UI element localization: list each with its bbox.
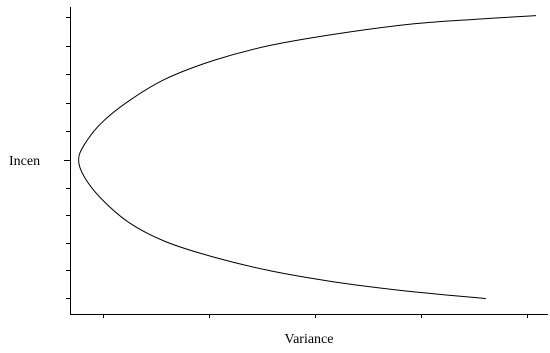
y-axis-label: Incen	[9, 154, 40, 169]
x-axis-label: Variance	[285, 332, 334, 347]
x-axis	[70, 314, 548, 318]
y-ticks	[64, 17, 70, 299]
x-ticks	[103, 314, 528, 318]
series-line	[78, 15, 537, 300]
y-axis	[64, 7, 71, 314]
